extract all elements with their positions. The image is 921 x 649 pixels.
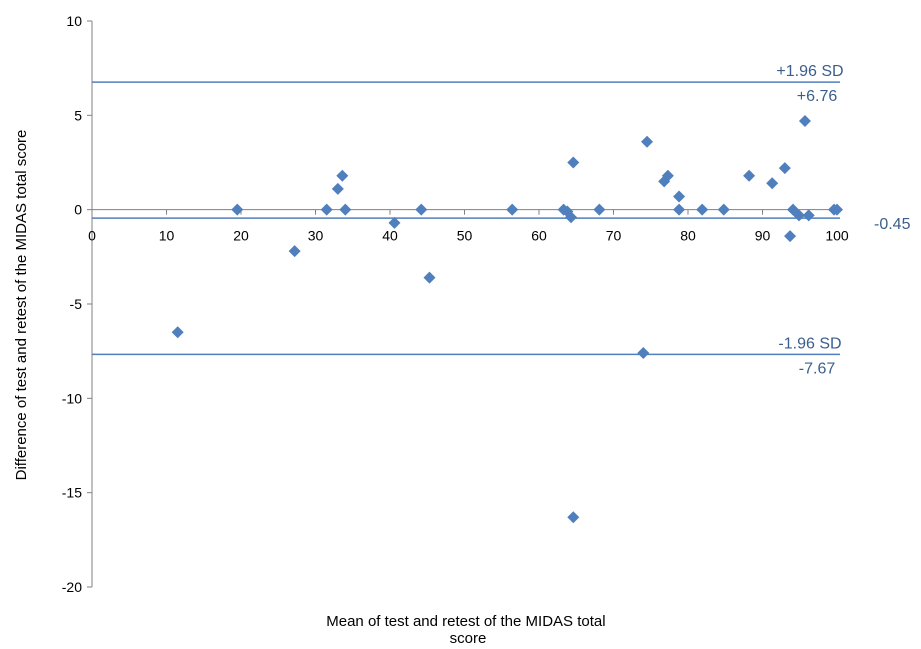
reference-line-sd-label: +1.96 SD <box>776 63 843 80</box>
x-tick-label: 60 <box>531 228 547 244</box>
y-tick-label: -20 <box>62 579 82 595</box>
x-tick-label: 0 <box>88 228 96 244</box>
data-point <box>673 203 686 216</box>
y-tick-label: 0 <box>74 202 82 218</box>
x-axis-title-line-2: score <box>450 630 487 647</box>
data-point <box>565 211 578 224</box>
x-tick-label: 80 <box>680 228 696 244</box>
data-point <box>743 169 756 182</box>
reference-line-labels: +1.96 SD +6.76 -0.45 -1.96 SD -7.67 <box>776 63 910 377</box>
data-point <box>336 169 349 182</box>
data-point <box>171 326 184 339</box>
x-tick-label: 10 <box>159 228 175 244</box>
x-tick-label: 50 <box>457 228 473 244</box>
data-point <box>288 245 301 258</box>
x-axis-title-line-1: Mean of test and retest of the MIDAS tot… <box>326 613 605 630</box>
data-point <box>593 203 606 216</box>
data-points <box>171 114 843 524</box>
data-point <box>231 203 244 216</box>
data-point <box>567 156 580 169</box>
x-tick-label: 70 <box>606 228 622 244</box>
x-tick-label: 40 <box>382 228 398 244</box>
y-axis-title: Difference of test and retest of the MID… <box>13 130 30 481</box>
data-point <box>331 182 344 195</box>
data-point <box>831 203 843 216</box>
data-point <box>320 203 333 216</box>
data-point <box>415 203 428 216</box>
data-point <box>641 135 654 148</box>
data-point <box>798 114 811 127</box>
data-point <box>696 203 709 216</box>
axes <box>87 20 838 588</box>
data-point <box>793 209 806 222</box>
x-tick-label: 30 <box>308 228 324 244</box>
data-point <box>661 169 674 182</box>
reference-line-value-label: -7.67 <box>799 360 836 377</box>
reference-line-sd-label: -1.96 SD <box>778 335 841 352</box>
data-point <box>766 177 779 190</box>
y-tick-label: -5 <box>70 296 83 312</box>
data-point <box>339 203 352 216</box>
x-tick-label: 100 <box>825 228 849 244</box>
data-point <box>784 230 797 243</box>
y-tick-label: 5 <box>74 107 82 123</box>
data-point <box>388 216 401 229</box>
data-point <box>567 511 580 524</box>
data-point <box>673 190 686 203</box>
x-tick-label: 90 <box>755 228 771 244</box>
data-point <box>717 203 730 216</box>
y-tick-label: -10 <box>62 390 82 406</box>
x-tick-label: 20 <box>233 228 249 244</box>
data-point <box>778 162 791 175</box>
y-tick-label: -15 <box>62 485 82 501</box>
data-point <box>802 209 815 222</box>
reference-lines <box>92 81 840 356</box>
data-point <box>423 271 436 284</box>
x-axis-title: Mean of test and retest of the MIDAS tot… <box>326 613 609 647</box>
data-point <box>637 347 650 360</box>
mean-difference-label: -0.45 <box>874 216 911 233</box>
data-point <box>506 203 519 216</box>
reference-line-value-label: +6.76 <box>797 88 838 105</box>
y-tick-label: 10 <box>66 13 82 29</box>
